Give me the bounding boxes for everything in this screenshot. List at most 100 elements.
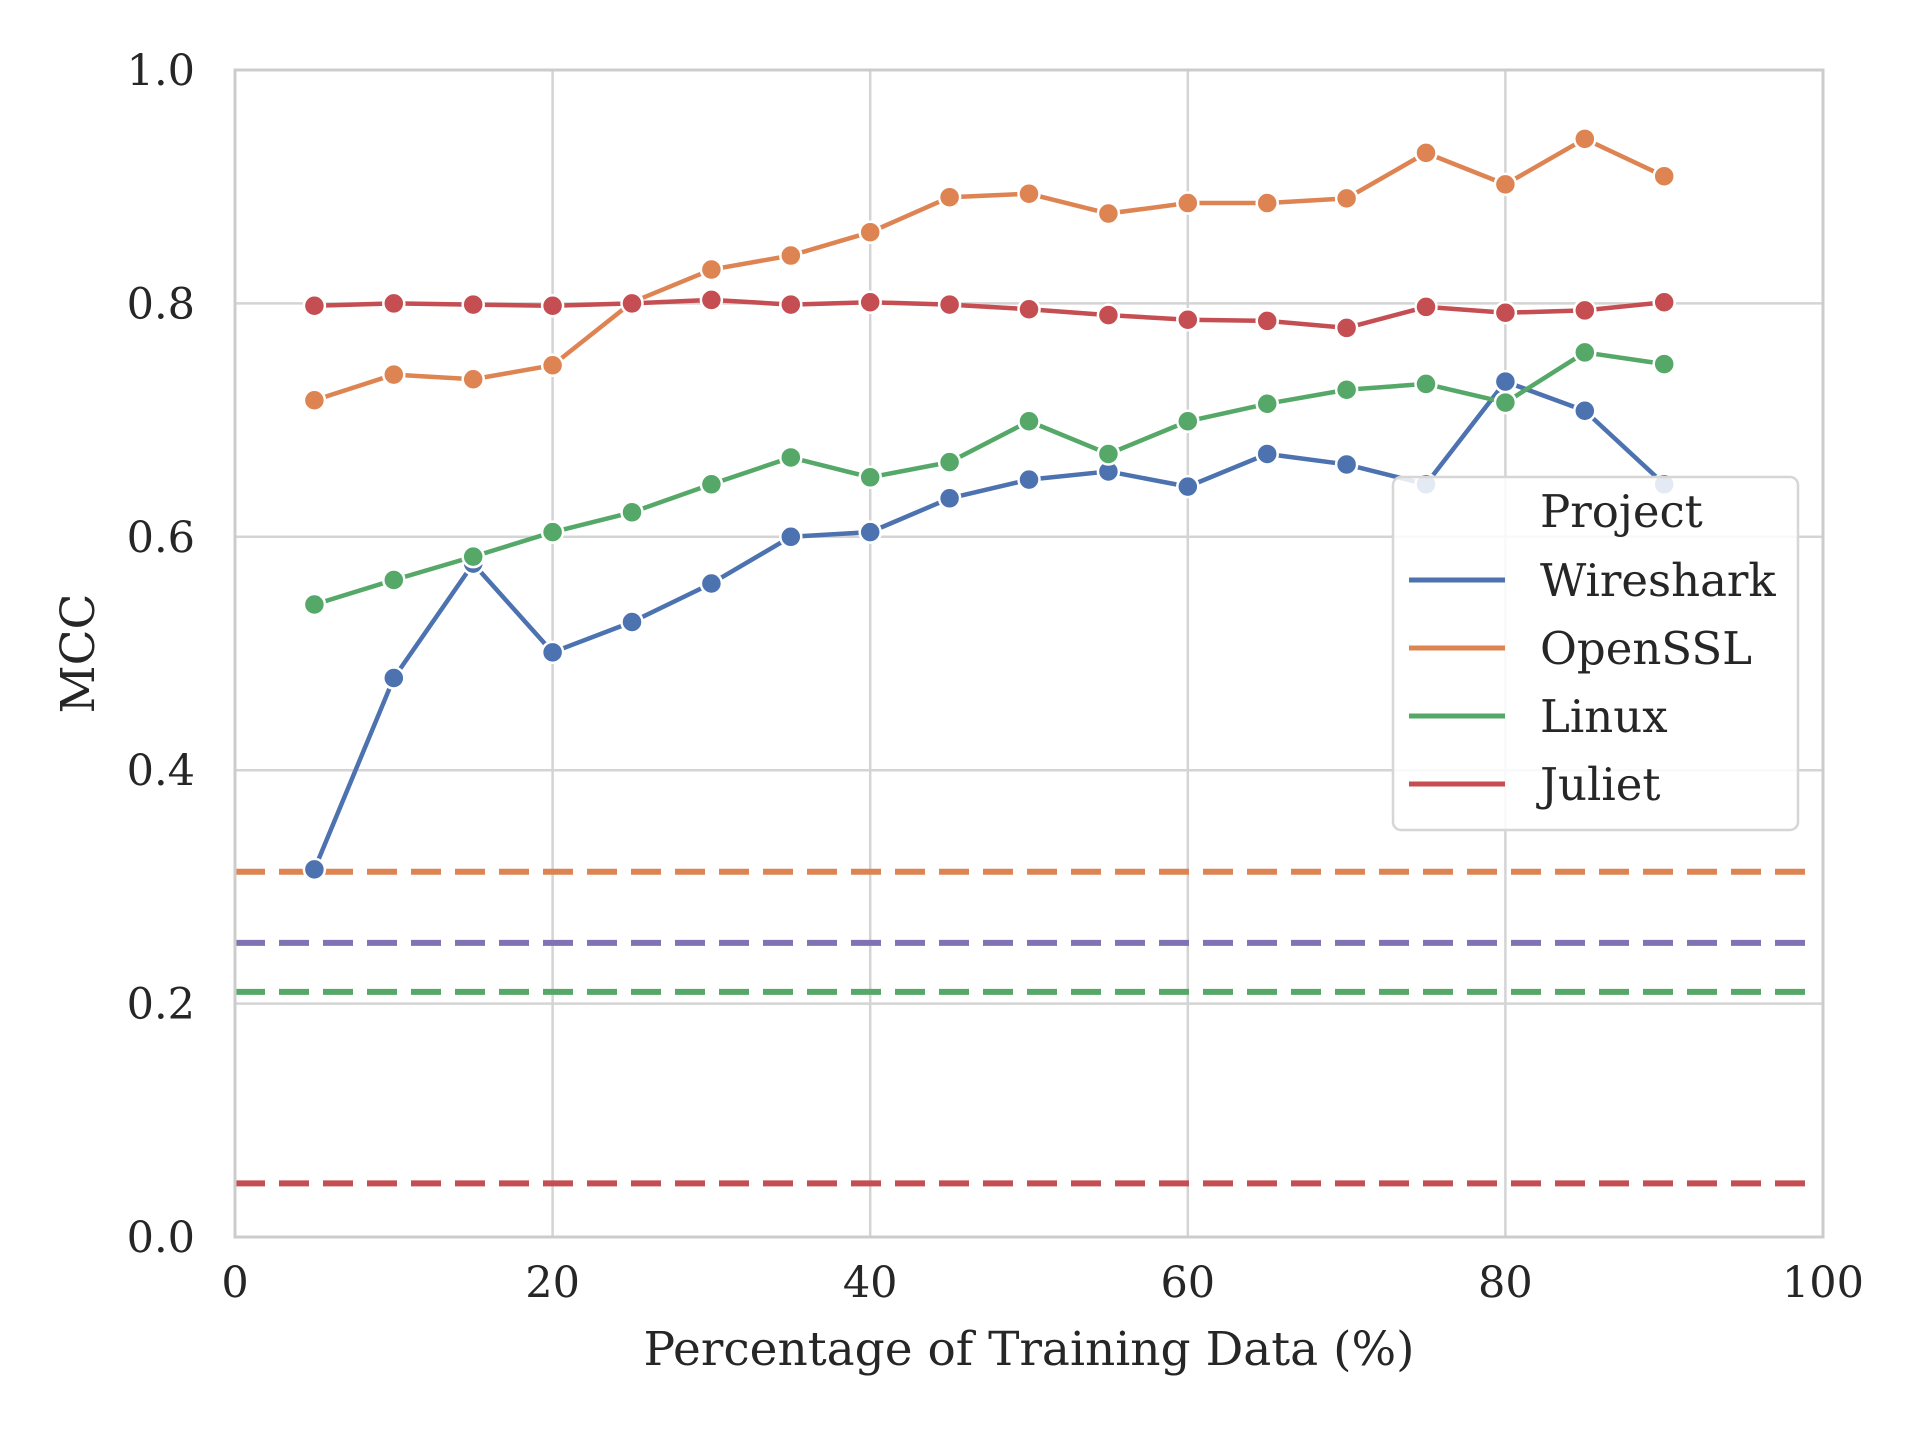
linux-line <box>313 350 1665 607</box>
juliet-point-45 <box>937 292 962 317</box>
openssl-point-50 <box>1017 181 1041 206</box>
linux-point-10 <box>382 568 406 592</box>
y-tick-label: 0.8 <box>127 279 195 329</box>
openssl-point-40 <box>858 220 882 244</box>
wireshark-point-10 <box>382 666 406 690</box>
openssl-point-75 <box>1414 141 1438 165</box>
openssl-point-70 <box>1334 186 1359 211</box>
juliet-point-35 <box>779 292 803 317</box>
wireshark-point-5 <box>302 857 327 882</box>
juliet-point-75 <box>1414 295 1438 319</box>
juliet-point-30 <box>699 288 724 312</box>
linux-point-40 <box>858 465 882 490</box>
linux-point-70 <box>1334 378 1359 402</box>
wireshark-point-60 <box>1176 474 1200 499</box>
openssl-point-65 <box>1255 191 1279 215</box>
juliet-point-40 <box>858 290 882 314</box>
linux-point-35 <box>779 445 803 470</box>
openssl-point-30 <box>699 257 724 282</box>
wireshark-point-45 <box>937 486 962 511</box>
linux-point-75 <box>1414 372 1438 396</box>
x-tick-label: 60 <box>1160 1258 1215 1308</box>
legend-title: Project <box>1540 485 1703 538</box>
juliet-point-5 <box>302 293 327 318</box>
linux-point-30 <box>699 472 724 497</box>
wireshark-point-20 <box>540 640 565 665</box>
legend-entry-wireshark: Wireshark <box>1409 554 1776 607</box>
linux-point-45 <box>937 450 962 474</box>
juliet-point-80 <box>1493 300 1518 325</box>
legend-label-linux: Linux <box>1540 690 1668 743</box>
y-tick-label: 1.0 <box>127 46 195 96</box>
plot-frame <box>233 68 1825 1239</box>
wireshark-point-85 <box>1573 399 1597 423</box>
juliet-point-90 <box>1652 290 1676 314</box>
linux-point-55 <box>1096 442 1121 466</box>
linux-point-80 <box>1493 390 1518 415</box>
legend-entry-linux: Linux <box>1409 690 1668 743</box>
openssl-point-10 <box>382 362 406 387</box>
wireshark-point-50 <box>1017 467 1041 492</box>
juliet-point-65 <box>1255 309 1279 333</box>
linux-point-65 <box>1255 392 1279 416</box>
linux-point-5 <box>302 592 327 617</box>
wireshark-point-65 <box>1255 442 1279 466</box>
wireshark-series <box>302 369 1676 882</box>
juliet-point-70 <box>1334 316 1359 340</box>
linux-point-90 <box>1652 352 1676 376</box>
openssl-point-5 <box>302 388 327 413</box>
x-axis-label: Percentage of Training Data (%) <box>644 1322 1415 1377</box>
openssl-point-85 <box>1573 127 1597 151</box>
linux-series <box>302 340 1676 617</box>
linux-point-50 <box>1017 409 1041 434</box>
linux-point-60 <box>1176 409 1200 434</box>
series-layer <box>302 127 1676 882</box>
openssl-point-35 <box>779 243 803 268</box>
juliet-point-20 <box>540 293 565 318</box>
linux-point-25 <box>620 500 644 525</box>
wireshark-point-70 <box>1334 452 1359 477</box>
linux-point-15 <box>461 544 485 569</box>
juliet-point-15 <box>461 292 485 317</box>
juliet-point-60 <box>1176 307 1200 332</box>
legend-entry-openssl: OpenSSL <box>1409 622 1752 675</box>
y-tick-label: 0.6 <box>127 513 195 563</box>
y-tick-label: 0.4 <box>127 746 195 796</box>
juliet-point-10 <box>382 291 406 316</box>
legend-entry-juliet: Juliet <box>1409 758 1661 811</box>
openssl-point-55 <box>1096 201 1121 226</box>
openssl-point-80 <box>1493 172 1518 197</box>
wireshark-point-30 <box>699 571 724 596</box>
openssl-line <box>313 136 1666 403</box>
linux-point-85 <box>1573 340 1597 365</box>
juliet-line <box>314 297 1665 331</box>
legend-label-openssl: OpenSSL <box>1540 622 1752 675</box>
wireshark-point-80 <box>1493 369 1518 394</box>
juliet-point-55 <box>1096 303 1121 327</box>
x-tick-label: 0 <box>221 1258 248 1308</box>
legend-box <box>1391 475 1800 832</box>
juliet-point-25 <box>620 291 644 316</box>
y-tick-label: 0.2 <box>127 980 195 1030</box>
legend-label-wireshark: Wireshark <box>1540 554 1776 607</box>
wireshark-line <box>312 379 1666 871</box>
openssl-point-20 <box>540 353 565 378</box>
legend-label-juliet: Juliet <box>1536 758 1661 811</box>
x-tick-label: 20 <box>525 1258 580 1308</box>
wireshark-point-25 <box>620 610 644 634</box>
y-axis-label: MCC <box>51 593 106 713</box>
baseline-layer <box>235 868 1815 1187</box>
openssl-point-15 <box>461 367 485 392</box>
juliet-point-85 <box>1573 298 1597 323</box>
legend: Project Wireshark OpenSSL Linux Juliet <box>1391 475 1800 832</box>
openssl-point-45 <box>937 185 962 209</box>
openssl-point-60 <box>1176 191 1200 215</box>
wireshark-point-40 <box>858 520 882 544</box>
juliet-point-50 <box>1017 297 1041 321</box>
x-tick-label: 80 <box>1478 1258 1533 1308</box>
openssl-series <box>302 127 1676 413</box>
juliet-series <box>302 288 1676 340</box>
y-tick-label: 0.0 <box>127 1213 195 1263</box>
